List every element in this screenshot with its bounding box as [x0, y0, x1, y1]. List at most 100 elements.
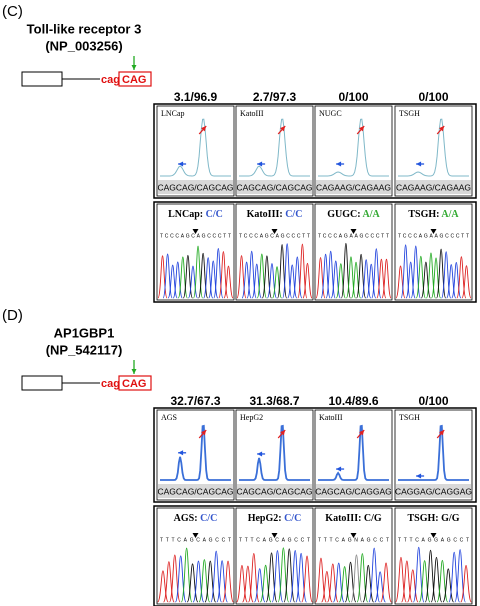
genotype: C/C — [284, 513, 301, 524]
peak-arrow-blue-head — [416, 161, 422, 167]
gene-name: Toll-like receptor 3 — [27, 21, 142, 36]
sequence-bar — [237, 484, 312, 498]
chromatogram-peak — [446, 264, 457, 299]
chromatogram-peak — [163, 561, 175, 603]
chromatogram-peak — [265, 552, 278, 603]
chromatogram-peak — [381, 258, 392, 299]
chromatogram-peak — [208, 260, 219, 299]
sequence: CAGCAG/CAGCAG — [236, 182, 312, 192]
peak-arrow-red-head — [280, 126, 286, 132]
chromatogram-peak — [157, 570, 169, 603]
chromatogram-peak — [222, 560, 234, 603]
genotype-label: LNCap: C/C — [168, 209, 223, 220]
chromatogram-peak — [177, 256, 188, 299]
peak-arrow-red-head — [439, 126, 445, 132]
genotype-label: HepG2: C/C — [248, 513, 302, 524]
ratio: 32.7/67.3 — [170, 394, 220, 408]
genotype: A/A — [441, 209, 459, 220]
peak-arrow-red-head — [201, 126, 207, 132]
sequence: CAGCAG/CAGCAG — [157, 182, 233, 192]
sequence: CAGCAG/CAGCAG — [236, 486, 312, 496]
position-marker — [271, 533, 278, 538]
chromatogram-peak — [350, 554, 363, 603]
exon-box — [118, 375, 152, 391]
chromatogram-peak — [167, 264, 178, 299]
base-calls: TCCCAGAAGCCCTT — [398, 233, 469, 239]
chromatogram-peak — [366, 263, 377, 299]
sample: GUGC: — [327, 209, 362, 220]
trace — [318, 424, 389, 481]
peak-arrow-blue-head — [178, 161, 184, 167]
genotype-label: GUGC: A/A — [327, 209, 380, 220]
chromatogram-peak — [259, 564, 272, 603]
chromatogram-peak — [442, 568, 455, 603]
chromatogram-peak — [174, 555, 187, 603]
chromatogram-peak — [242, 565, 254, 603]
genotype-label: KatoIII: C/C — [247, 209, 303, 220]
peak-arrow-blue-head — [257, 161, 263, 167]
trace — [239, 118, 310, 177]
genotype-label: AGS: C/C — [174, 513, 218, 524]
chromatogram-peak — [172, 261, 183, 299]
trace — [398, 424, 469, 481]
chromatogram-peak — [223, 265, 234, 299]
chromatogram-peak — [351, 261, 362, 299]
genotype-label: TSGH: A/A — [408, 209, 459, 220]
genotype: A/A — [363, 209, 381, 220]
sample: KatoIII: — [247, 209, 286, 220]
peak-arrow-blue-head — [336, 161, 342, 167]
chromatogram-peak — [251, 263, 262, 299]
sequence-bar — [316, 484, 391, 498]
position-marker — [192, 229, 199, 234]
exon-seq: CAG — [122, 74, 146, 86]
sample: LNCap: — [168, 209, 206, 220]
chromatogram-peak — [271, 550, 284, 603]
chromatogram-peak — [327, 563, 339, 603]
base-calls: TCCCAGAAGCCCTT — [318, 233, 389, 239]
chromatogram-peak — [344, 561, 357, 603]
sample-name: HepG2 — [240, 413, 263, 422]
peak-arrow-blue-head — [416, 473, 422, 479]
ratio: 2.7/97.3 — [253, 90, 297, 104]
chromatogram-peak — [395, 265, 406, 299]
chromatogram-peak — [362, 564, 375, 603]
position-marker — [271, 229, 278, 234]
chromatogram-peak — [460, 564, 472, 603]
sample: AGS: — [174, 513, 200, 524]
position-marker — [350, 533, 357, 538]
chromatogram-peak — [241, 261, 252, 299]
chromatogram-peak — [192, 560, 205, 603]
chromatogram-peak — [253, 568, 266, 603]
sample-name: KatoIII — [319, 413, 343, 422]
base-calls: TTTCAGGAGCCT — [398, 537, 469, 543]
chromatogram-peak — [431, 257, 442, 299]
panel-label: (C) — [2, 3, 23, 20]
sample: TSGH: — [408, 209, 441, 220]
genotype: C/C — [200, 513, 217, 524]
chromatogram-peak — [321, 570, 333, 603]
sequence-bar — [237, 180, 312, 194]
trace — [160, 424, 231, 481]
trace — [239, 424, 310, 481]
genotype: C/G — [364, 513, 382, 524]
peak-arrow-blue-head — [336, 466, 342, 472]
chromatogram-peak — [157, 255, 168, 299]
chromatogram-peak — [187, 265, 198, 299]
sample: HepG2: — [248, 513, 284, 524]
splice-arrow-head — [131, 369, 137, 374]
sample-name: TSGH — [399, 109, 420, 118]
peak-arrow-blue-head — [178, 450, 184, 456]
chromatogram-peak — [451, 261, 462, 299]
peak-arrow-red-head — [359, 430, 365, 436]
ratio: 3.1/96.9 — [174, 90, 218, 104]
ratio: 31.3/68.7 — [249, 394, 299, 408]
trace — [398, 118, 469, 177]
peak-arrow-red-head — [359, 126, 365, 132]
sequence: CAGAAG/CAGAAG — [396, 182, 471, 192]
chromatogram-peak — [380, 562, 392, 603]
base-calls: TTTCAGCAGCCT — [160, 537, 231, 543]
chromatogram-peak — [405, 261, 416, 299]
chromatogram-peak — [292, 256, 303, 299]
sequence-bar — [396, 484, 471, 498]
